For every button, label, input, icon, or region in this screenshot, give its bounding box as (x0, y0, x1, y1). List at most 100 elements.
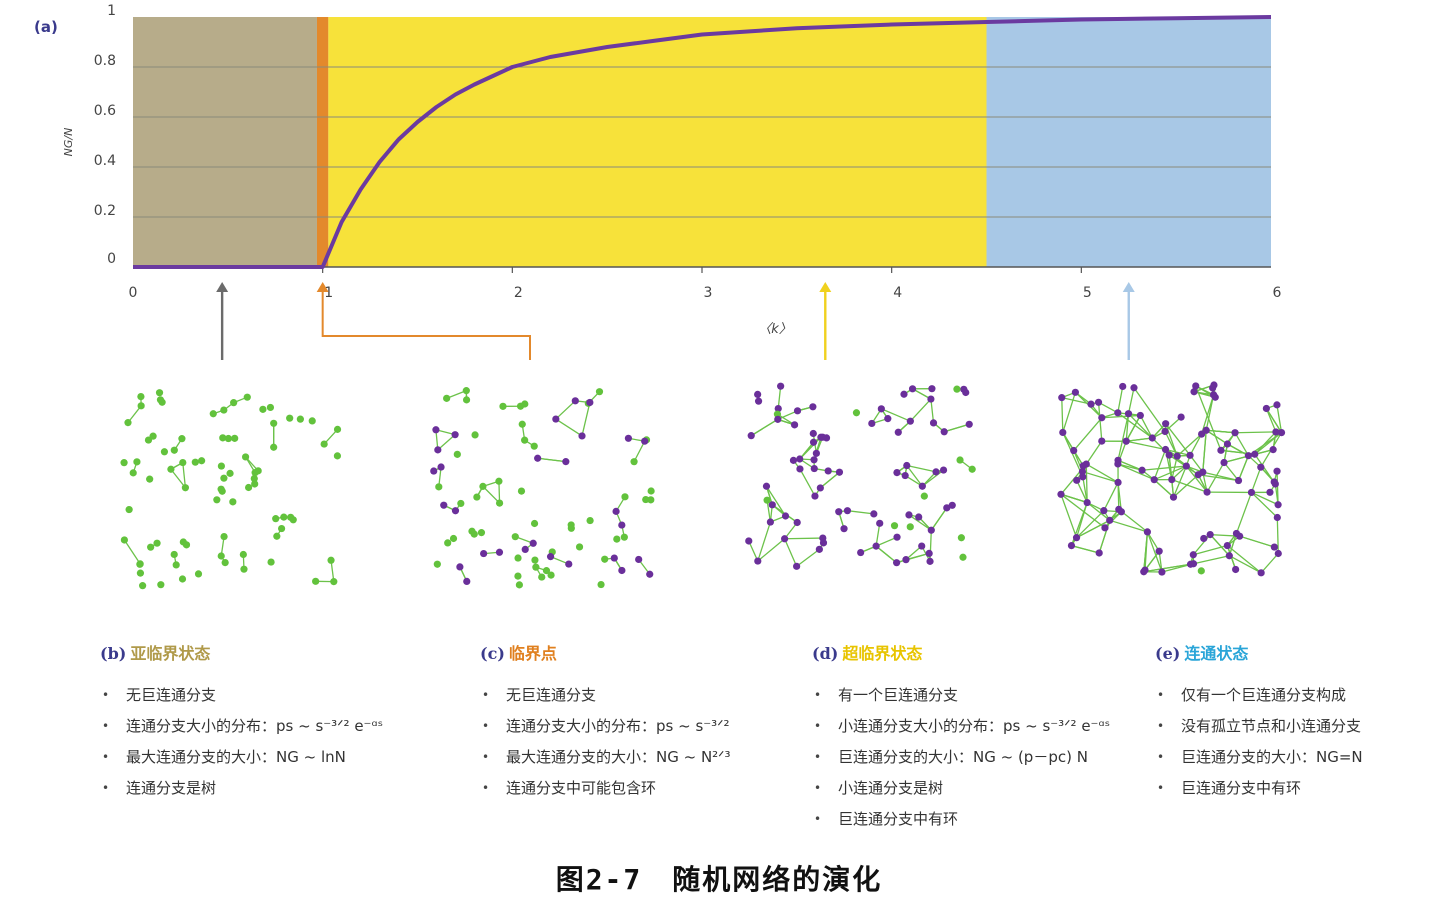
network-node (810, 464, 818, 473)
network-node (1192, 382, 1200, 390)
network-node (1200, 534, 1208, 543)
network-node (900, 390, 908, 398)
network-node (433, 560, 441, 568)
network-node (1058, 394, 1066, 402)
network-edge (1237, 455, 1250, 481)
network-node (624, 434, 633, 442)
network-node (231, 434, 239, 442)
network-node (181, 484, 190, 492)
network-node (789, 456, 798, 464)
network-node (571, 397, 579, 405)
network-node (1059, 428, 1067, 437)
network-edge (182, 462, 187, 488)
network-node (514, 572, 522, 580)
legend-tag: (d) (812, 644, 839, 663)
network-node (213, 496, 221, 504)
network-node (927, 526, 935, 534)
network-node (191, 458, 199, 466)
network-node (457, 499, 465, 508)
network-edge (1117, 459, 1143, 471)
network-edge (905, 552, 930, 561)
network-node (968, 465, 976, 473)
network-node (221, 559, 229, 567)
network-node (773, 410, 782, 418)
network-edge (1103, 482, 1119, 511)
network-node (333, 452, 342, 460)
network-node (613, 535, 621, 543)
network-node (296, 415, 304, 423)
network-edge (1060, 493, 1088, 504)
network-node (449, 534, 458, 543)
network-node (920, 492, 928, 500)
network-node (532, 563, 540, 571)
legend-item: 巨连通分支的大小：NG ~ (p－pc) N (814, 742, 1110, 773)
network-node (1251, 450, 1259, 458)
region-band (986, 17, 1271, 267)
network-node (647, 496, 655, 504)
network-node (1199, 468, 1207, 476)
network-node (578, 432, 586, 440)
network-edge (1165, 448, 1191, 456)
network-edge (777, 386, 782, 409)
network-edge (1076, 510, 1105, 539)
legend-item: 仅有一个巨连通分支构成 (1157, 680, 1363, 711)
legend-item: 有一个巨连通分支 (814, 680, 1110, 711)
network-node (928, 385, 936, 393)
region-band (316, 17, 329, 267)
network-node (610, 554, 618, 562)
marker-arrowhead (316, 282, 329, 292)
network-node (277, 524, 286, 533)
network-node (1098, 414, 1106, 422)
network-edge (1189, 433, 1203, 456)
network-node (1078, 467, 1087, 476)
network-node (477, 529, 486, 537)
network-node (444, 539, 452, 547)
network-edge (1082, 470, 1119, 484)
network-node (905, 511, 913, 519)
network-node (495, 548, 504, 556)
network-node (929, 419, 938, 427)
network-node (959, 553, 967, 561)
network-node (272, 515, 280, 523)
network-node (440, 501, 448, 509)
network-node (774, 415, 782, 423)
network-node (601, 555, 609, 563)
network-node (1067, 541, 1076, 550)
network-node (747, 432, 755, 440)
network-node (327, 556, 335, 564)
network-node (1190, 388, 1198, 396)
network-node (1082, 460, 1090, 468)
network-node (793, 518, 801, 527)
network-node (1136, 411, 1144, 420)
network-edge (1171, 478, 1208, 493)
network-edge (1198, 474, 1239, 482)
network-node (443, 394, 451, 402)
network-node (630, 458, 638, 466)
network-node (220, 406, 228, 414)
network-node (824, 467, 832, 475)
network-node (220, 474, 228, 482)
region-band (133, 17, 317, 267)
network-node (1100, 507, 1108, 515)
network-edge (1185, 465, 1208, 493)
legend-item: 小连通分支是树 (814, 773, 1110, 804)
network-node (220, 532, 228, 541)
network-node (1257, 463, 1265, 471)
network-node (1206, 530, 1214, 539)
network-edge (921, 469, 944, 487)
network-node (129, 469, 137, 477)
network-node (754, 397, 763, 405)
network-node (940, 428, 948, 436)
x-tick-label: 2 (514, 285, 523, 301)
network-edge (906, 465, 923, 487)
network-node (612, 507, 620, 515)
network-node (330, 578, 338, 586)
x-tick-label: 4 (893, 285, 902, 301)
network-edge (482, 485, 501, 504)
network-node (287, 513, 295, 521)
legend-item: 最大连通分支的大小：NG ~ N²ᐟ³ (482, 742, 731, 773)
network-edge (1227, 443, 1249, 457)
network-edge (437, 434, 456, 451)
network-edge (170, 468, 186, 489)
network-node (1148, 434, 1156, 442)
